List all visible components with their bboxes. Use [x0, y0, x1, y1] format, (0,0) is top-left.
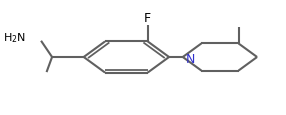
Text: F: F — [144, 12, 151, 24]
Text: N: N — [186, 52, 195, 65]
Text: H$_2$N: H$_2$N — [3, 31, 26, 45]
